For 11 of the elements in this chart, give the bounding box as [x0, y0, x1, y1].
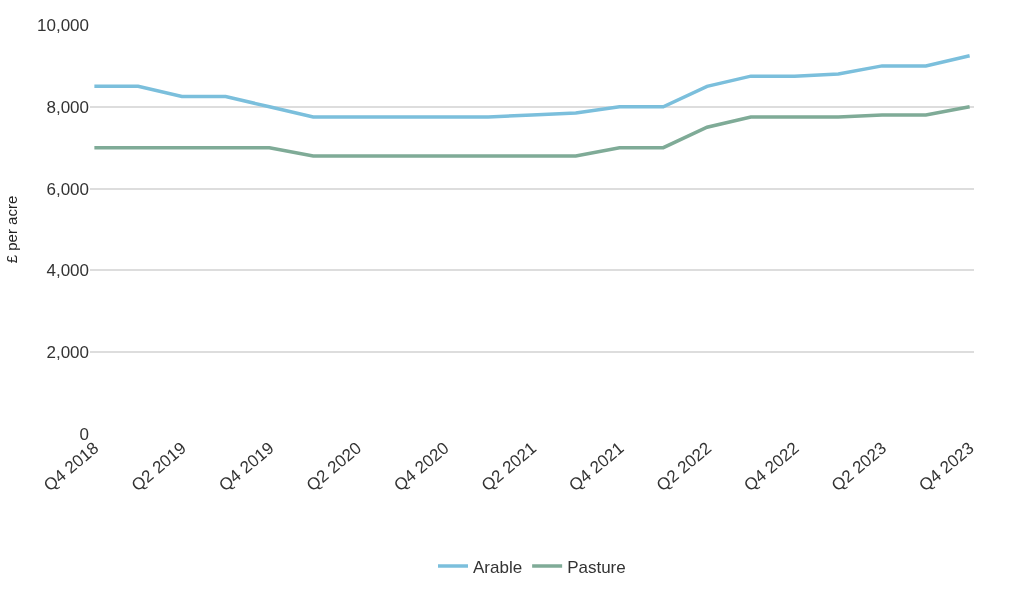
line-series	[92, 105, 972, 158]
legend-label: Arable	[473, 557, 523, 577]
y-tick-label: 10,000	[37, 15, 89, 35]
y-tick-label: 4,000	[46, 261, 89, 281]
y-tick-label: 2,000	[46, 343, 89, 363]
y-tick-label: 0	[79, 424, 89, 444]
y-tick-label: 6,000	[46, 179, 89, 199]
y-tick-label: 8,000	[46, 97, 89, 117]
line-series	[92, 53, 972, 119]
y-axis-title: £ per acre	[3, 195, 21, 264]
legend-label: Pasture	[567, 557, 626, 577]
